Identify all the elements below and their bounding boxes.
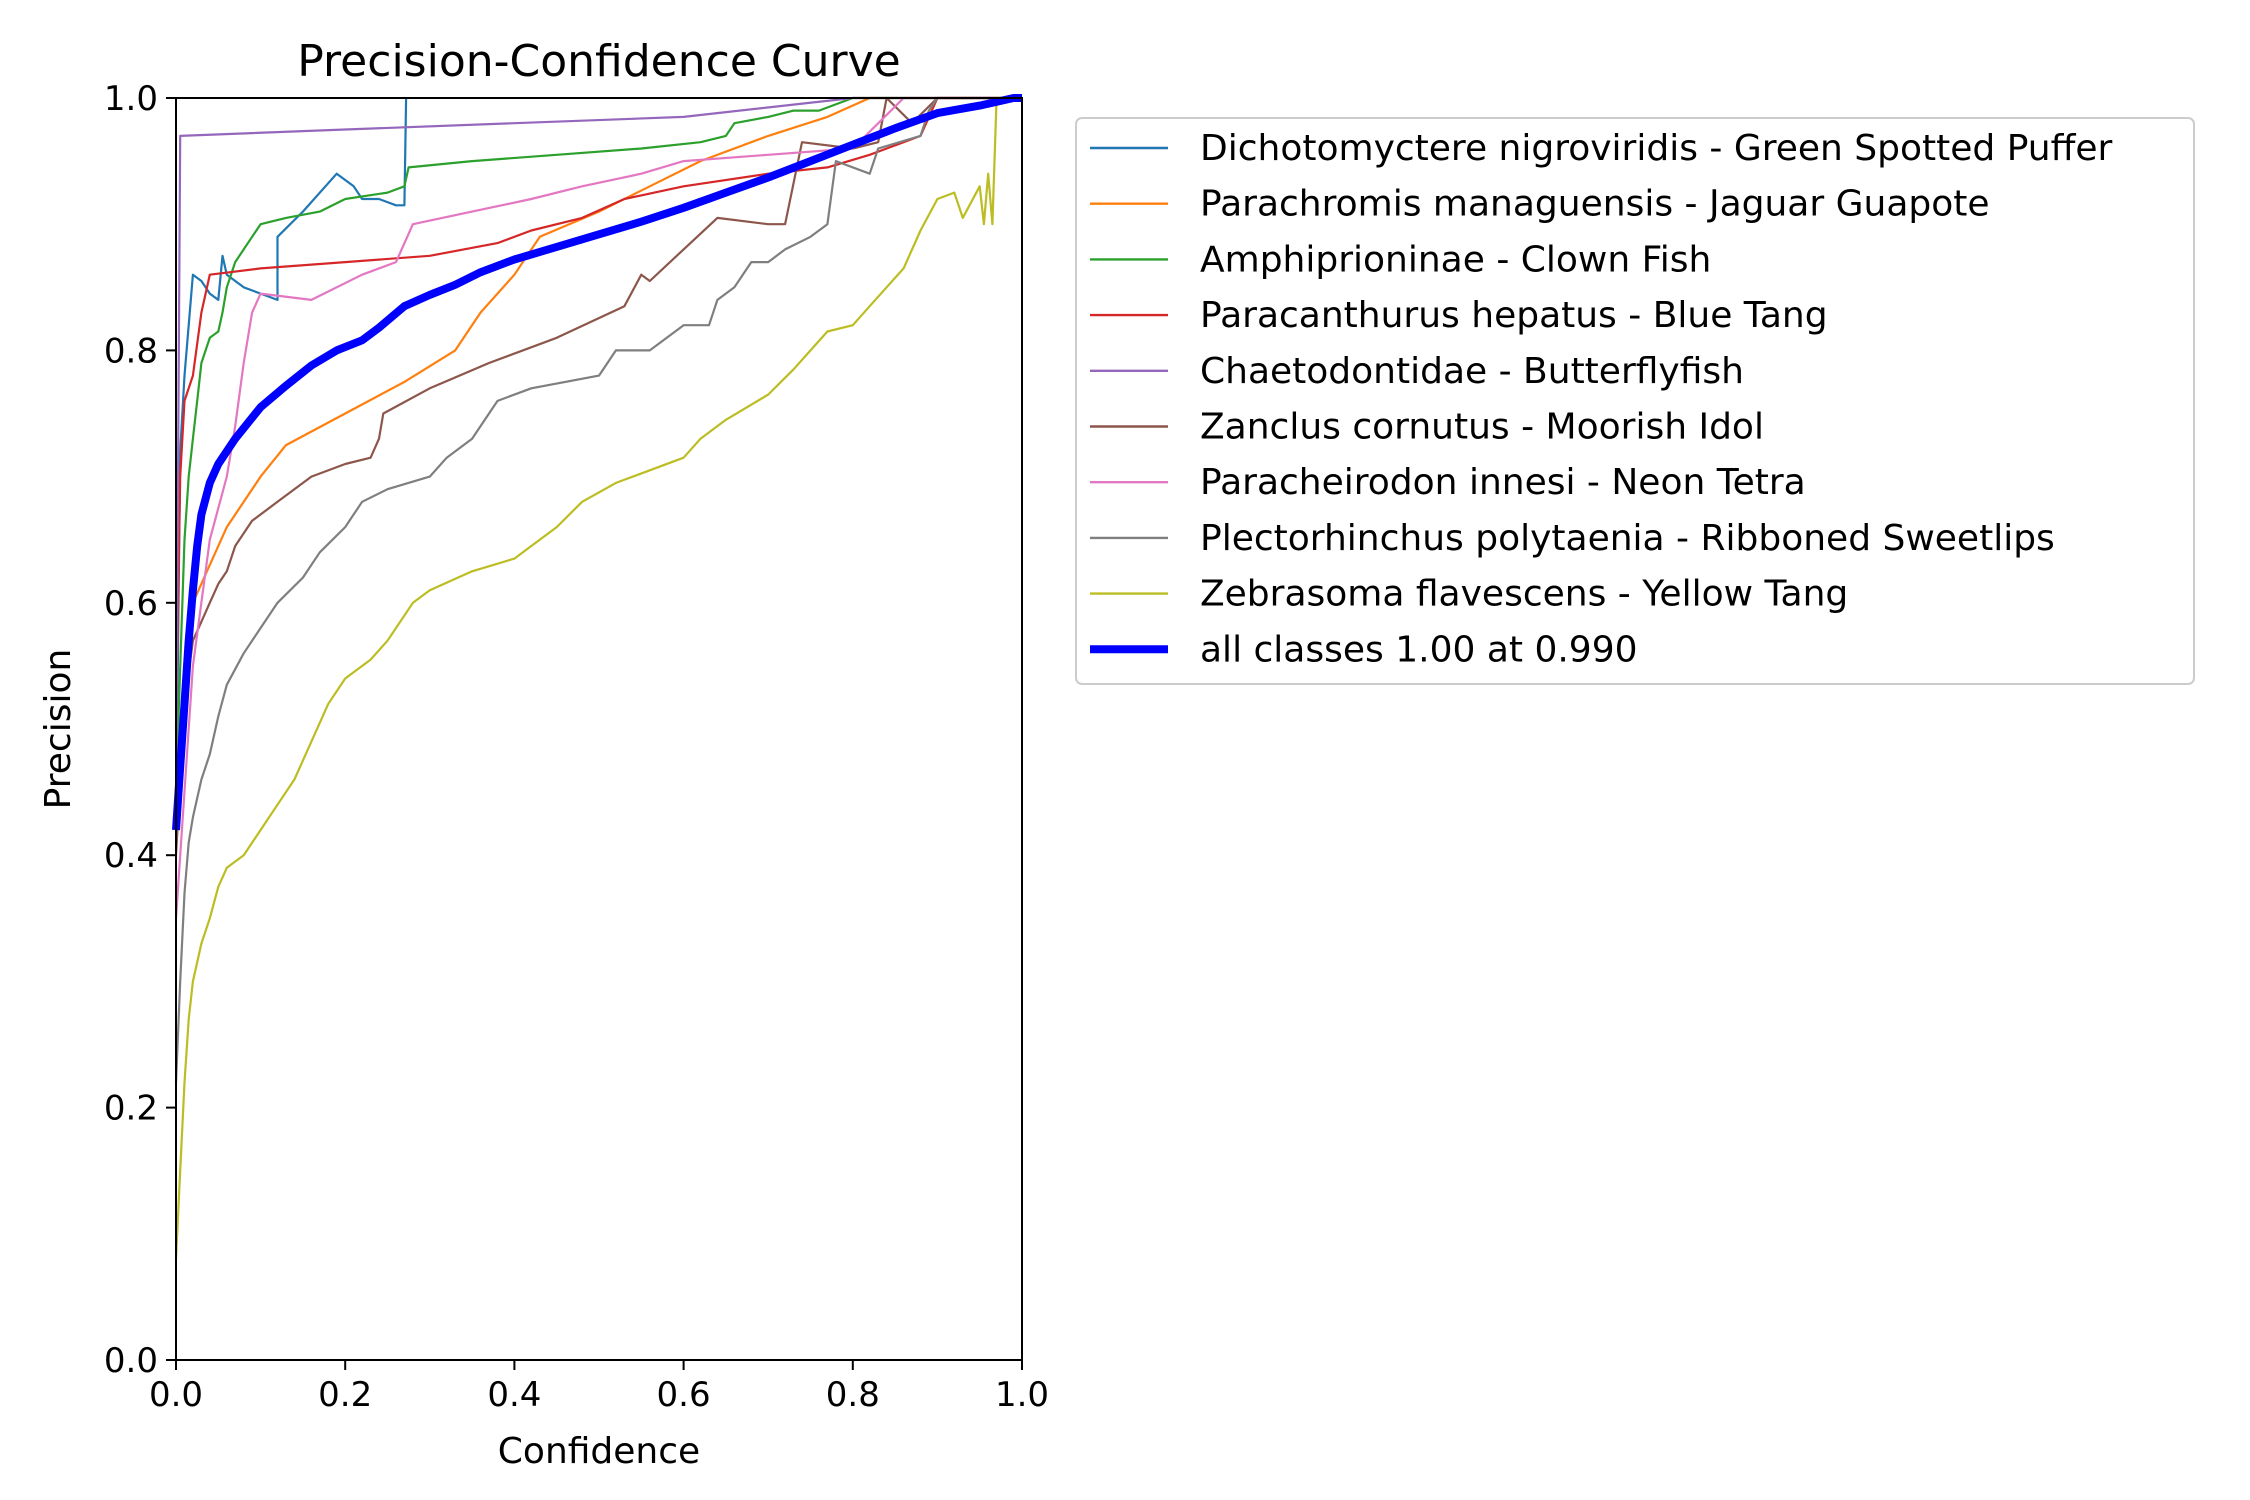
y-tick-label: 0.8 xyxy=(104,331,158,371)
legend-entry: all classes 1.00 at 0.990 xyxy=(1200,629,1638,670)
x-axis-label: Confidence xyxy=(498,1431,700,1472)
y-tick-label: 0.6 xyxy=(104,584,158,624)
y-axis-ticks: 0.0 0.2 0.4 0.6 0.8 1.0 xyxy=(104,79,176,1381)
chart-title: Precision-Confidence Curve xyxy=(297,36,900,87)
y-tick-label: 0.0 xyxy=(104,1341,158,1381)
series-line-2 xyxy=(174,96,1022,793)
legend-entry: Paracheirodon innesi - Neon Tetra xyxy=(1200,462,1806,503)
series-line-0 xyxy=(174,97,408,831)
series-line-1 xyxy=(174,96,1022,793)
y-tick-label: 0.4 xyxy=(104,836,158,876)
legend-entry: Zanclus cornutus - Moorish Idol xyxy=(1200,407,1764,448)
legend: Dichotomyctere nigroviridis - Green Spot… xyxy=(1075,117,2195,685)
legend-entry: Plectorhinchus polytaenia - Ribboned Swe… xyxy=(1200,518,2055,559)
legend-box xyxy=(1075,117,2195,685)
legend-entry: Zebrasoma flavescens - Yellow Tang xyxy=(1200,574,1848,615)
x-tick-label: 0.0 xyxy=(149,1375,203,1415)
x-tick-label: 0.2 xyxy=(318,1375,372,1415)
series-line-3 xyxy=(174,96,1022,730)
series-line-6 xyxy=(174,96,1022,919)
series-line-9 xyxy=(172,94,1022,831)
x-tick-label: 0.4 xyxy=(487,1375,541,1415)
y-tick-label: 1.0 xyxy=(104,79,158,119)
legend-entry: Paracanthurus hepatus - Blue Tang xyxy=(1200,295,1828,336)
series-line-4 xyxy=(174,96,1022,793)
x-axis-ticks: 0.0 0.2 0.4 0.6 0.8 1.0 xyxy=(149,1360,1049,1415)
legend-entry: Amphiprioninae - Clown Fish xyxy=(1200,239,1711,280)
plot-frame xyxy=(175,97,1023,1361)
legend-entry: Dichotomyctere nigroviridis - Green Spot… xyxy=(1200,128,2113,169)
y-tick-label: 0.2 xyxy=(104,1089,158,1129)
legend-entry: Parachromis managuensis - Jaguar Guapote xyxy=(1200,184,1990,225)
legend-entry: Chaetodontidae - Butterflyfish xyxy=(1200,351,1744,392)
x-tick-label: 0.8 xyxy=(826,1375,880,1415)
series-line-7 xyxy=(174,96,1022,1083)
series-line-8 xyxy=(174,96,1022,1260)
x-tick-label: 0.6 xyxy=(657,1375,711,1415)
series-layer xyxy=(172,94,1022,1260)
y-axis-label: Precision xyxy=(38,649,79,810)
x-tick-label: 1.0 xyxy=(995,1375,1049,1415)
